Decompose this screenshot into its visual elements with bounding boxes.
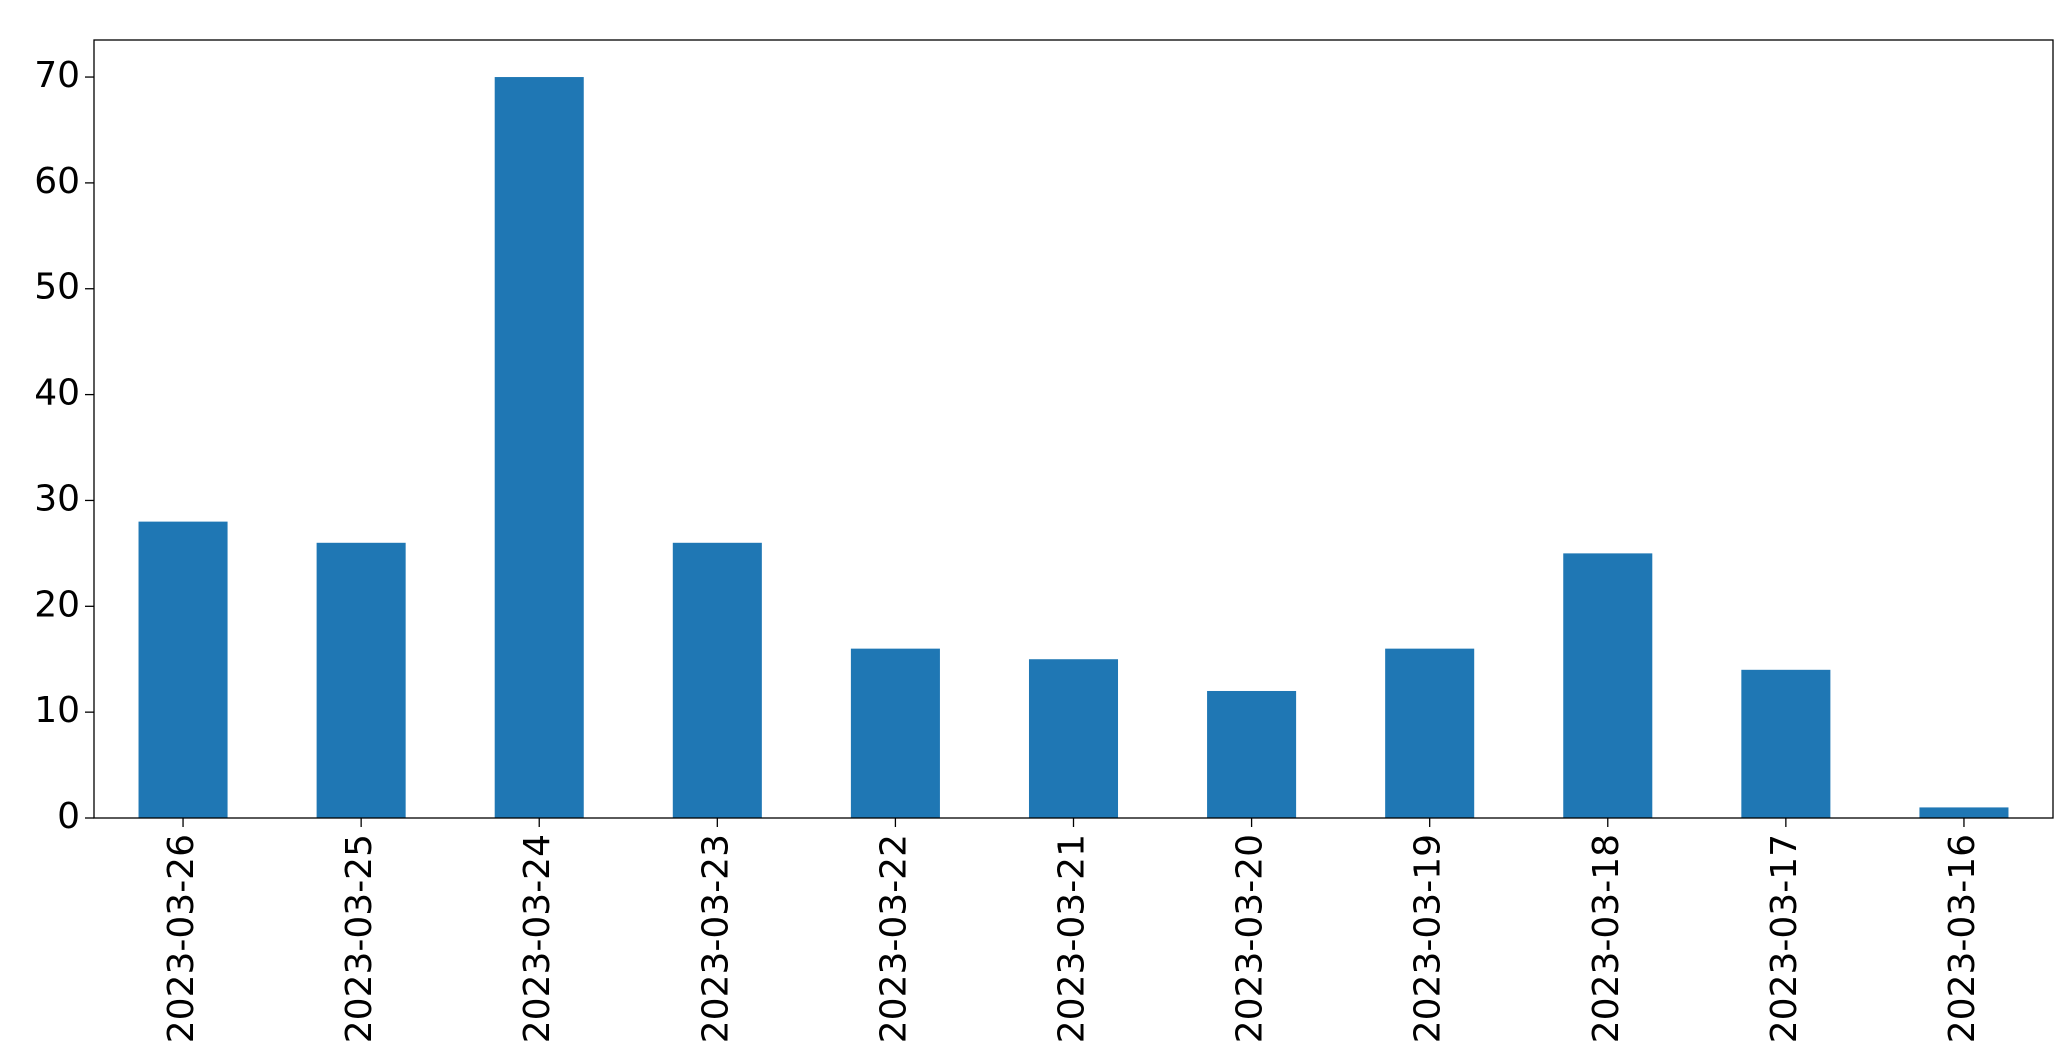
plot-frame — [93, 39, 2054, 819]
bar — [1563, 553, 1653, 818]
bar — [1919, 807, 2009, 818]
x-tick-label: 2023-03-19 — [1408, 834, 1449, 1043]
x-tick-label: 2023-03-24 — [517, 834, 558, 1043]
y-tick-label: 10 — [34, 690, 80, 731]
y-tick-label: 40 — [34, 373, 80, 414]
x-tick-label: 2023-03-22 — [873, 834, 914, 1043]
y-tick-label: 0 — [57, 796, 80, 837]
bar — [1028, 659, 1119, 818]
x-tick-label: 2023-03-21 — [1052, 834, 1093, 1043]
x-tick-label: 2023-03-18 — [1586, 834, 1627, 1043]
x-tick-label: 2023-03-23 — [695, 834, 736, 1043]
bar — [138, 521, 228, 818]
bar — [850, 648, 940, 818]
y-tick-label: 20 — [34, 584, 80, 625]
bar — [1207, 690, 1297, 818]
bar — [316, 542, 406, 818]
x-tick-label: 2023-03-20 — [1230, 834, 1271, 1043]
bar — [1385, 648, 1475, 818]
x-tick-label: 2023-03-16 — [1942, 834, 1983, 1043]
bar — [1741, 669, 1831, 818]
y-tick-label: 50 — [34, 267, 80, 308]
y-tick-label: 30 — [34, 478, 80, 519]
bar — [494, 77, 584, 819]
bar — [672, 542, 762, 818]
y-tick-label: 60 — [34, 161, 80, 202]
x-tick-label: 2023-03-17 — [1764, 834, 1805, 1043]
x-tick-label: 2023-03-26 — [161, 834, 202, 1043]
x-tick-label: 2023-03-25 — [339, 834, 380, 1043]
y-tick-label: 70 — [34, 55, 80, 96]
